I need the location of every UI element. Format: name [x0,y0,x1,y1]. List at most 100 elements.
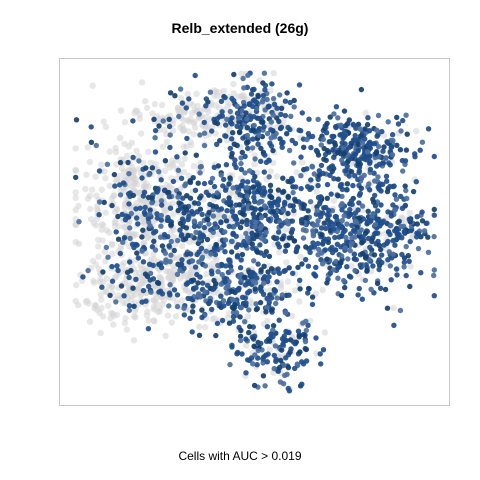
cell-point-above [263,309,269,315]
cell-point-above [338,292,345,299]
cell-point-below [193,90,200,98]
cell-point-above [226,195,232,201]
cell-point-above [197,195,203,201]
cell-point-above [174,292,181,298]
cell-point-above [258,145,264,152]
cell-point-above [359,203,366,209]
cell-point-above [197,164,203,170]
cell-point-above [184,193,190,199]
cell-point-above [368,286,374,292]
cell-point-above [266,338,273,344]
cell-point-below [116,172,123,180]
cell-point-above [204,282,211,289]
cell-point-above [218,281,224,287]
cell-point-above [235,115,242,121]
cell-point-above [315,176,321,182]
cell-point-above [317,199,323,205]
cell-point-above [276,317,282,323]
cell-point-above [286,292,292,298]
cell-point-above [197,170,203,176]
cell-point-above [203,189,210,195]
cell-point-above [190,285,197,292]
cell-point-above [356,229,363,236]
cell-point-above [125,159,131,166]
cell-point-below [105,302,112,310]
cell-point-above [121,235,128,241]
cell-point-above [261,280,267,286]
cell-point-above [323,204,329,211]
cell-point-above [407,283,413,290]
cell-point-above [342,141,348,147]
cell-point-below [401,219,408,226]
cell-point-below [212,88,220,95]
cell-point-above [384,305,391,311]
cell-point-above [360,140,366,146]
cell-point-above [335,265,341,271]
cell-point-below [90,220,98,227]
cell-point-above [323,225,329,232]
cell-point-above [364,267,370,274]
cell-point-above [105,254,111,260]
cell-point-above [226,279,232,285]
cell-point-above [348,274,354,280]
cell-point-above [222,237,229,243]
cell-point-above [425,126,432,132]
cell-point-above [212,221,218,227]
cell-point-above [228,267,234,273]
cell-point-above [139,248,145,254]
cell-point-above [362,136,368,142]
cell-point-above [127,259,133,265]
cell-point-above [215,163,222,169]
cell-point-above [174,271,181,277]
cell-point-above [151,116,157,123]
cell-point-above [267,182,274,188]
cell-point-below [87,205,94,213]
cell-point-above [356,192,363,198]
cell-point-above [229,121,235,127]
cell-point-above [222,187,229,193]
cell-point-above [158,177,164,183]
cell-point-above [374,127,380,133]
cell-point-above [319,250,325,256]
cell-point-below [132,314,139,321]
cell-point-above [252,272,258,278]
cell-point-above [255,93,261,100]
cell-point-above [364,149,371,155]
cell-point-above [244,132,251,139]
cell-point-above [285,124,291,131]
cell-point-above [166,116,172,123]
cell-point-below [132,107,139,114]
cell-point-above [267,200,273,206]
cell-point-above [244,193,250,199]
cell-point-above [225,300,232,306]
cell-point-above [249,145,256,151]
cell-point-above [134,250,140,256]
cell-point-above [274,279,280,285]
cell-point-above [431,267,437,273]
cell-point-below [170,127,177,134]
cell-point-above [385,238,391,245]
cell-point-above [265,269,271,275]
cell-point-above [150,276,157,282]
cell-point-above [345,256,351,262]
cell-point-above [233,310,240,316]
cell-point-above [206,209,212,216]
cell-point-above [159,243,166,249]
cell-point-above [109,263,115,270]
cell-point-above [181,305,187,311]
cell-point-above [113,299,119,305]
cell-point-below [280,117,287,125]
cell-point-below [110,321,117,328]
cell-point-above [192,264,199,270]
cell-point-above [246,168,253,174]
cell-point-below [89,186,96,193]
cell-point-above [261,237,267,243]
cell-point-below [133,200,140,207]
cell-point-above [231,98,237,104]
cell-point-above [147,261,153,267]
cell-point-above [377,223,383,229]
cell-point-below [102,174,109,182]
cell-point-above [197,274,203,280]
cell-point-below [291,287,299,294]
cell-point-below [91,279,98,286]
